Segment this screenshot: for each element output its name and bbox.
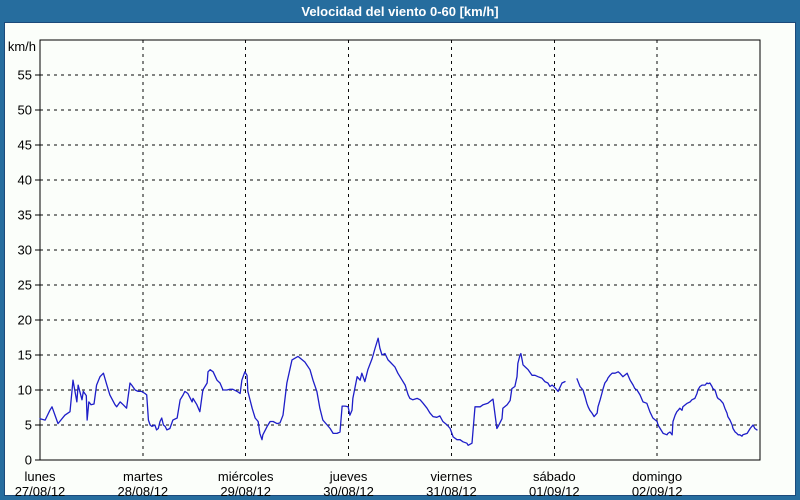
y-tick-label: 35	[18, 208, 32, 223]
chart-title-bar: Velocidad del viento 0-60 [km/h]	[0, 0, 800, 22]
x-date-label: 02/09/12	[632, 484, 683, 499]
y-tick-label: 45	[18, 138, 32, 153]
x-day-label: miércoles	[218, 469, 274, 484]
y-axis-unit-label: km/h	[8, 39, 36, 54]
wind-speed-line	[39, 337, 566, 446]
y-tick-label: 25	[18, 278, 32, 293]
y-tick-label: 50	[18, 103, 32, 118]
y-tick-label: 20	[18, 313, 32, 328]
x-date-label: 27/08/12	[15, 484, 66, 499]
x-day-label: jueves	[329, 469, 368, 484]
x-date-label: 31/08/12	[426, 484, 477, 499]
chart-content-area	[4, 22, 796, 496]
x-day-label: martes	[123, 469, 163, 484]
x-day-label: viernes	[430, 469, 472, 484]
y-tick-label: 15	[18, 348, 32, 363]
y-tick-label: 40	[18, 173, 32, 188]
x-date-label: 28/08/12	[118, 484, 169, 499]
x-day-label: sábado	[533, 469, 576, 484]
x-day-label: domingo	[632, 469, 682, 484]
y-tick-label: 10	[18, 383, 32, 398]
y-tick-label: 0	[25, 453, 32, 468]
y-tick-label: 55	[18, 68, 32, 83]
y-tick-label: 30	[18, 243, 32, 258]
chart-title: Velocidad del viento 0-60 [km/h]	[301, 3, 499, 19]
x-date-label: 30/08/12	[323, 484, 374, 499]
x-date-label: 01/09/12	[529, 484, 580, 499]
y-tick-label: 5	[25, 418, 32, 433]
x-date-label: 29/08/12	[220, 484, 271, 499]
wind-speed-line	[576, 371, 758, 437]
x-day-label: lunes	[24, 469, 56, 484]
